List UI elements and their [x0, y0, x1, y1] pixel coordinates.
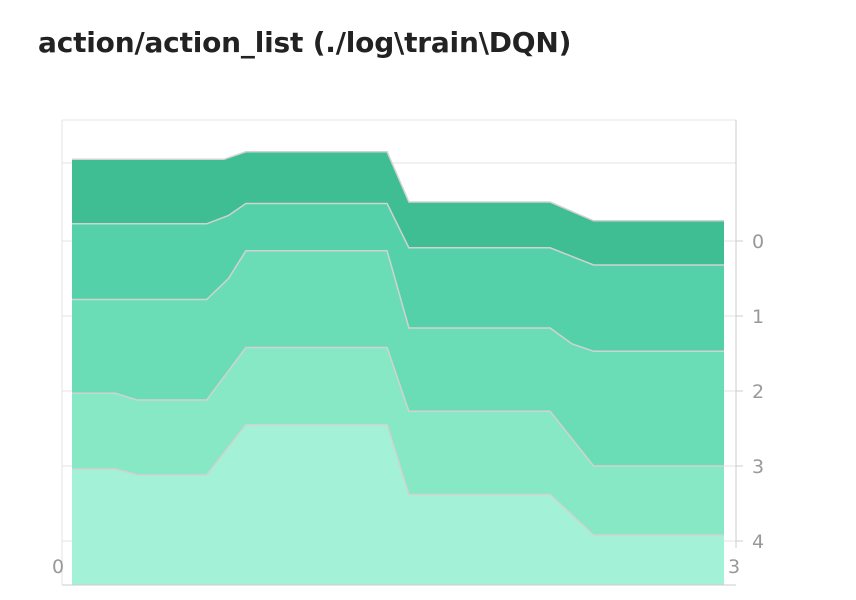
y-tick-label-4: 4 [752, 531, 764, 553]
ridge-line-3 [72, 346, 724, 467]
chart-title: action/action_list (./log\train\DQN) [38, 26, 572, 59]
areas-layer [72, 151, 724, 586]
axes-layer [61, 120, 743, 586]
ridge-area-4 [72, 424, 724, 585]
y-tick-label-2: 2 [752, 381, 764, 403]
x-tick-label-end: 3 [728, 556, 740, 578]
y-tick-label-3: 3 [752, 456, 764, 478]
ridge-line-0 [72, 151, 724, 222]
ridge-line-1 [72, 202, 724, 266]
ridge-line-2 [72, 250, 724, 353]
ridge-line-4 [72, 424, 724, 536]
y-tick-label-0: 0 [752, 231, 764, 253]
x-tick-label-start: 0 [52, 556, 64, 578]
y-tick-label-1: 1 [752, 306, 764, 328]
